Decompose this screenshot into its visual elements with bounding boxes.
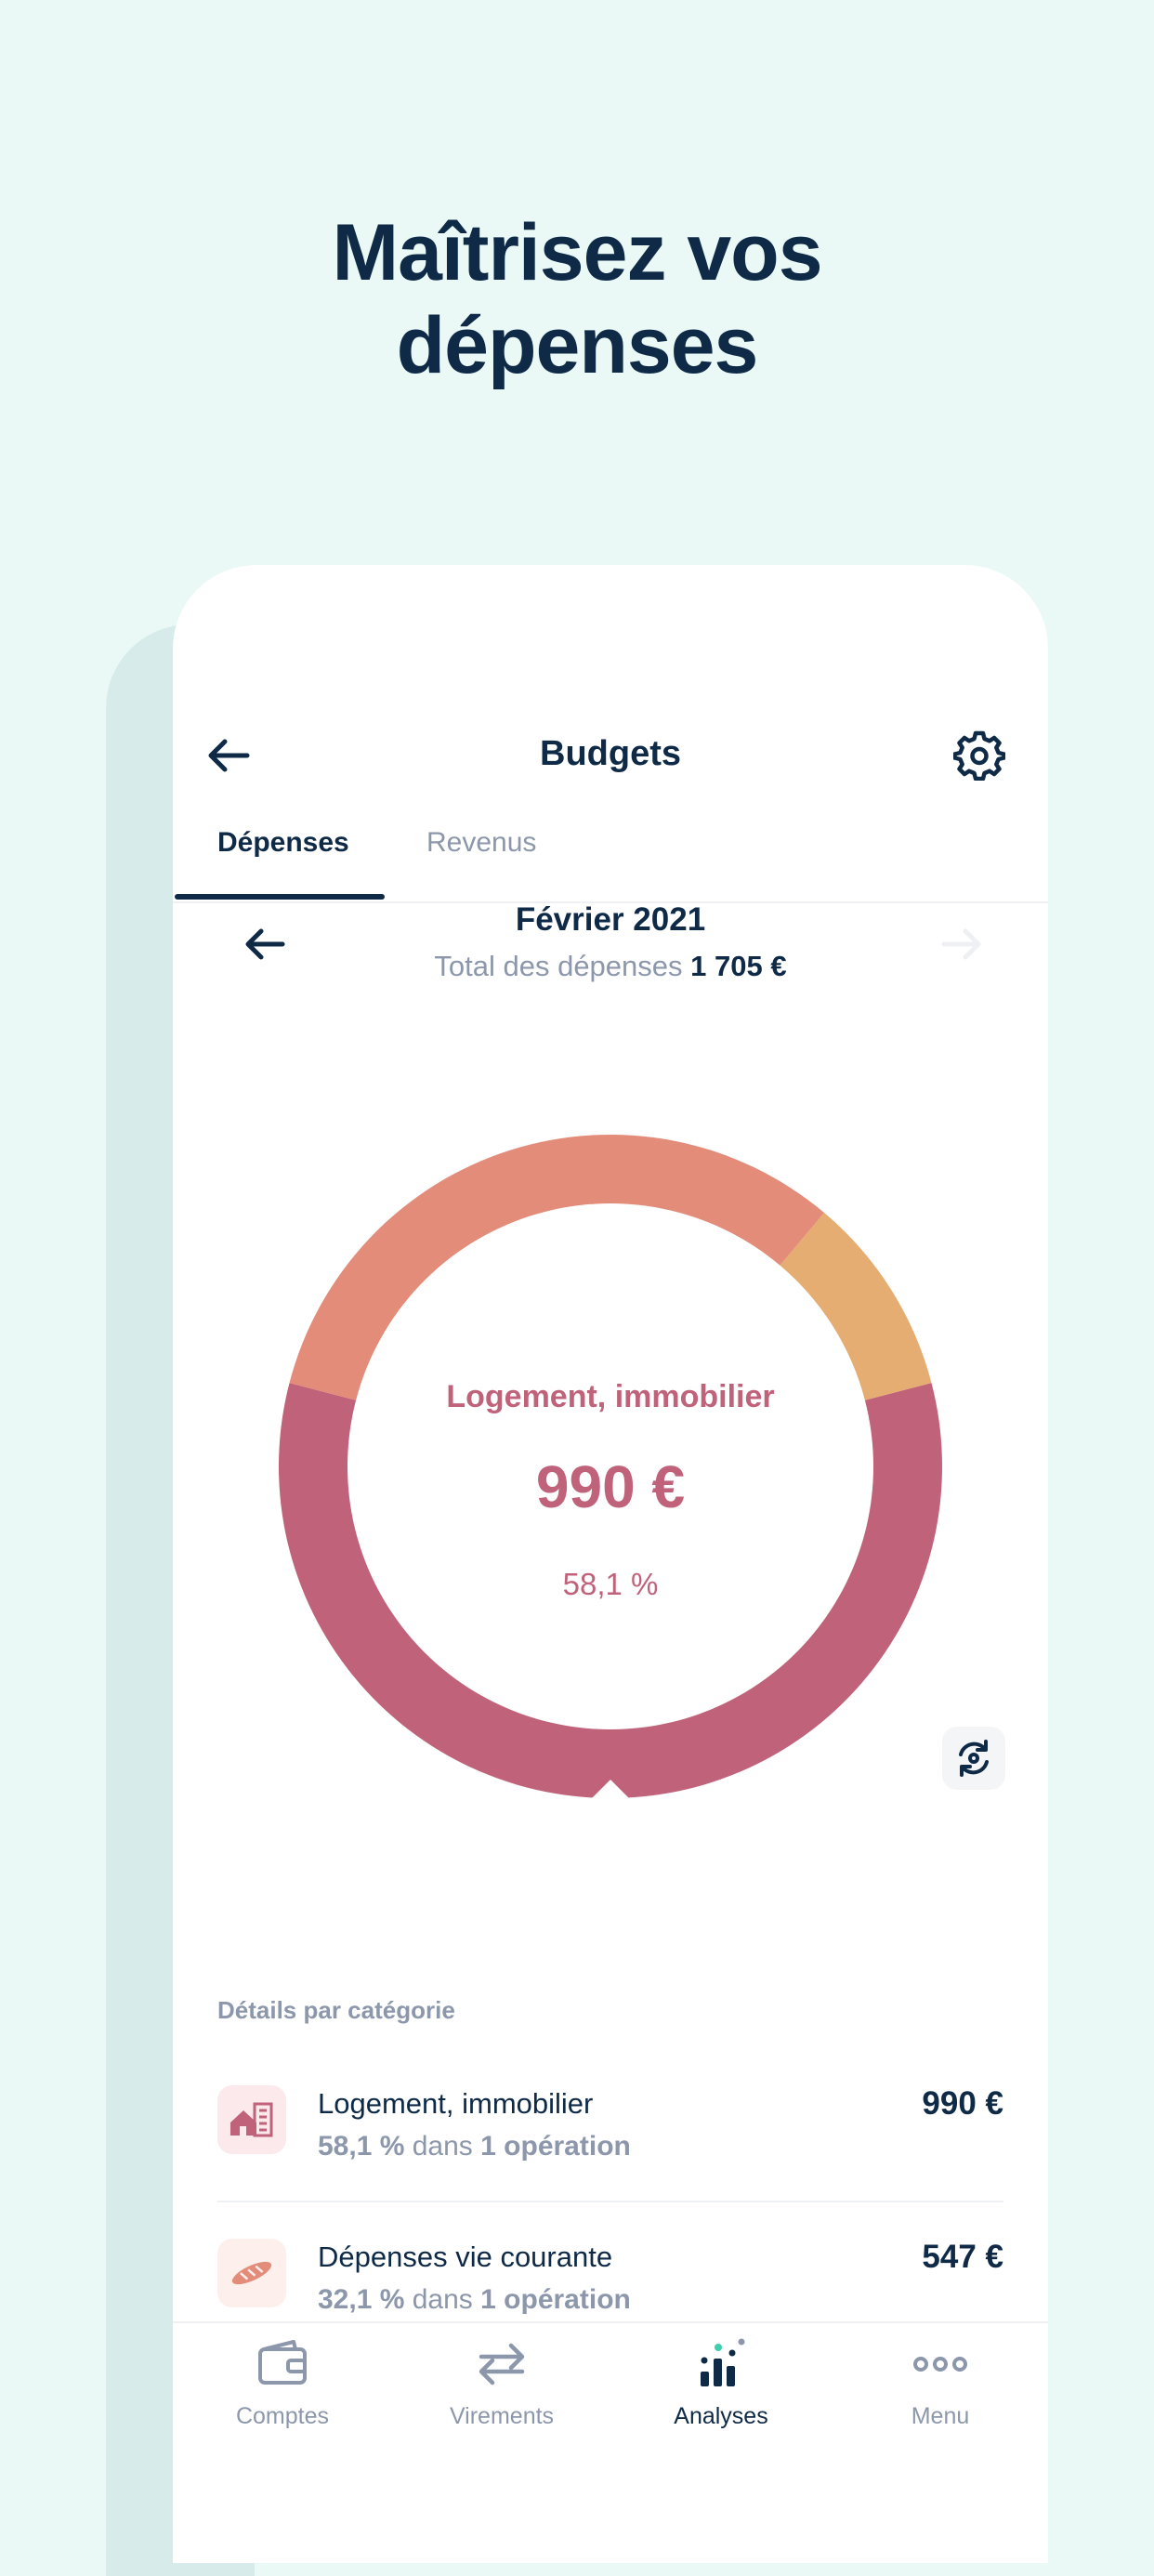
nav-label: Comptes [235,2403,330,2429]
category-row[interactable]: Logement, immobilier 58,1 % dans 1 opéra… [217,2061,1003,2202]
next-month-button[interactable] [935,918,987,970]
category-amount: 990 € [922,2085,1003,2122]
category-summary: 58,1 % dans 1 opération [318,2131,631,2162]
details-title: Détails par catégorie [217,1996,455,2024]
category-summary: 32,1 % dans 1 opération [318,2284,631,2316]
wallet-icon [258,2340,307,2385]
total-label: Total des dépenses [434,950,683,982]
settings-button[interactable] [952,729,1006,782]
donut-slice-2[interactable] [289,1135,825,1400]
total-value: 1 705 € [690,950,787,982]
donut-center-amount: 990 € [535,1453,686,1520]
headline: Maîtrisez vos dépenses [0,206,1154,392]
arrow-left-icon [245,928,285,960]
category-amount: 547 € [922,2239,1003,2275]
selection-notch [590,1780,631,1800]
nav-label: Analyses [674,2403,768,2429]
menu-dots-icon [913,2357,967,2372]
month-title: Février 2021 [515,901,706,938]
gear-icon [952,730,1006,782]
nav-item-comptes[interactable]: Comptes [173,2323,392,2453]
donut-center-percent: 58,1 % [562,1567,659,1601]
category-percent: 32,1 % [318,2284,405,2315]
previous-month-button[interactable] [240,918,292,970]
phone-screen: Budgets Dépenses Revenus Février 2021 To… [173,565,1048,2563]
category-percent: 58,1 % [318,2131,405,2162]
transfer-icon [479,2343,525,2385]
category-name: Dépenses vie courante [318,2241,613,2273]
tab-bar: Dépenses Revenus [173,816,1048,903]
category-name: Logement, immobilier [318,2087,594,2120]
donut-center-label: Logement, immobilier [446,1379,775,1414]
page-title: Budgets [540,734,681,773]
category-dans: dans [412,2131,473,2162]
headline-line-1: Maîtrisez vos [332,208,822,297]
bottom-navigation: Comptes Virements Analyses [173,2321,1048,2563]
tab-depenses[interactable]: Dépenses [217,827,349,858]
active-tab-indicator [175,894,385,900]
donut-chart[interactable] [173,1123,1048,1810]
category-dans: dans [412,2284,473,2315]
arrow-left-icon [208,739,250,772]
house-icon [217,2085,286,2154]
nav-item-analyses[interactable]: Analyses [611,2323,831,2453]
headline-line-2: dépenses [396,301,759,390]
nav-item-menu[interactable]: Menu [831,2323,1048,2453]
nav-item-virements[interactable]: Virements [392,2323,611,2453]
donut-slice-3[interactable] [780,1213,932,1400]
category-row[interactable]: Dépenses vie courante 32,1 % dans 1 opér… [217,2215,1003,2354]
category-count: 1 opération [480,2131,631,2162]
category-count: 1 opération [480,2284,631,2315]
tab-revenus[interactable]: Revenus [426,827,537,858]
arrow-right-icon [941,928,981,960]
back-button[interactable] [201,728,256,783]
nav-label: Virements [449,2403,555,2429]
total-expenses: Total des dépenses 1 705 € [173,950,1048,983]
rotate-icon [959,1740,989,1777]
chart-icon [701,2338,745,2386]
donut-slice-1[interactable] [279,1383,942,1798]
nav-label: Menu [911,2403,970,2429]
rotate-chart-button[interactable] [942,1727,1005,1790]
bread-icon [217,2239,286,2307]
